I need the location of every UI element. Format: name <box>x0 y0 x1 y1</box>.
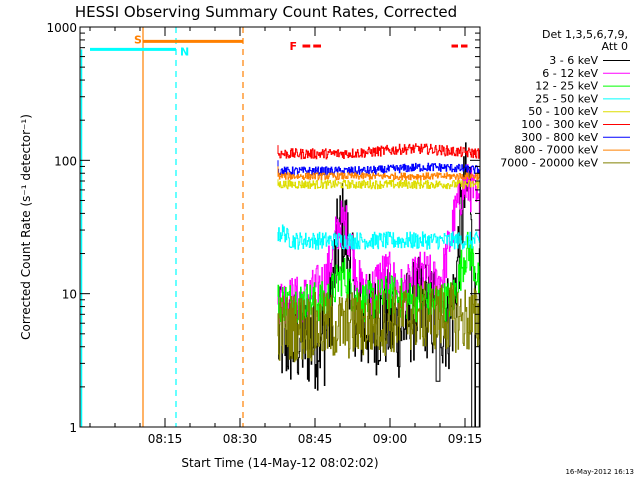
legend-entry-label: 100 - 300 keV <box>521 118 598 131</box>
flare-label: F <box>290 40 298 53</box>
legend-entry-label: 25 - 50 keV <box>535 92 598 105</box>
y-tick-label: 10 <box>62 288 77 302</box>
x-axis: 08:15 08:30 08:45 09:00 09:15 <box>89 27 483 446</box>
x-tick-label: 08:30 <box>223 432 258 446</box>
legend-title-detectors: Det 1,3,5,6,7,9, <box>542 28 628 41</box>
x-tick-label: 09:15 <box>448 432 483 446</box>
series-layer <box>277 142 480 427</box>
y-tick-label: 1000 <box>46 21 77 35</box>
legend-entry-label: 6 - 12 keV <box>542 67 598 80</box>
chart-title: HESSI Observing Summary Count Rates, Cor… <box>75 3 457 21</box>
series-line <box>277 224 480 250</box>
annotation-layer: SN F <box>80 27 468 427</box>
legend-entry-label: 300 - 800 keV <box>521 131 598 144</box>
footer-date: 16-May-2012 16:13 <box>565 468 634 476</box>
legend-entry-label: 3 - 6 keV <box>549 54 598 67</box>
series-line <box>277 281 480 363</box>
series-line <box>277 179 480 190</box>
saa-label: S <box>134 33 142 46</box>
y-tick-label: 1 <box>69 421 77 435</box>
x-tick-label: 08:15 <box>148 432 183 446</box>
legend-entry-label: 7000 - 20000 keV <box>500 156 598 169</box>
legend-entry-label: 12 - 25 keV <box>535 80 598 93</box>
legend-entry-label: 50 - 100 keV <box>528 105 598 118</box>
x-axis-label: Start Time (14-May-12 08:02:02) <box>181 456 378 470</box>
series-line <box>277 143 480 160</box>
plot-frame <box>79 26 481 428</box>
y-axis-label: Corrected Count Rate (s⁻¹ detector⁻¹) <box>19 114 33 340</box>
legend-title-attenuator: Att 0 <box>602 40 628 53</box>
x-tick-label: 08:45 <box>298 432 333 446</box>
night-label: N <box>180 45 189 58</box>
x-tick-label: 09:00 <box>373 432 408 446</box>
y-axis: 1 10 100 1000 <box>46 21 480 435</box>
legend-entry-label: 800 - 7000 keV <box>514 144 598 157</box>
series-line <box>277 166 480 181</box>
y-tick-label: 100 <box>54 154 77 168</box>
series-line <box>277 160 480 176</box>
